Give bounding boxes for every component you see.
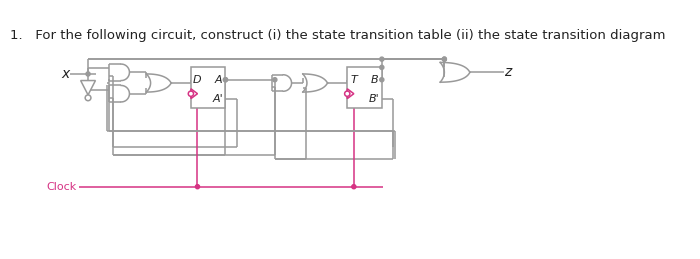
Text: 1.   For the following circuit, construct (i) the state transition table (ii) th: 1. For the following circuit, construct … [10,29,666,42]
Text: Clock: Clock [46,182,76,192]
Polygon shape [191,89,197,99]
Polygon shape [347,89,354,99]
Circle shape [86,72,90,76]
Circle shape [352,185,356,189]
Circle shape [380,78,384,82]
Bar [191,67,225,108]
Circle shape [195,185,199,189]
Text: z: z [504,65,511,79]
Circle shape [344,91,350,96]
Circle shape [380,57,384,61]
Circle shape [442,57,447,61]
Text: B: B [370,75,378,85]
Circle shape [380,65,384,69]
Text: A: A [214,75,222,85]
Circle shape [442,57,447,61]
Text: x: x [61,67,69,81]
Circle shape [188,91,193,96]
Text: D: D [193,75,202,85]
Bar [347,67,382,108]
Text: A': A' [213,95,223,104]
Circle shape [273,78,277,82]
Circle shape [223,78,228,82]
Circle shape [85,95,91,101]
Text: B': B' [369,95,379,104]
Circle shape [223,78,228,82]
Polygon shape [80,81,95,95]
Text: T: T [351,75,357,85]
